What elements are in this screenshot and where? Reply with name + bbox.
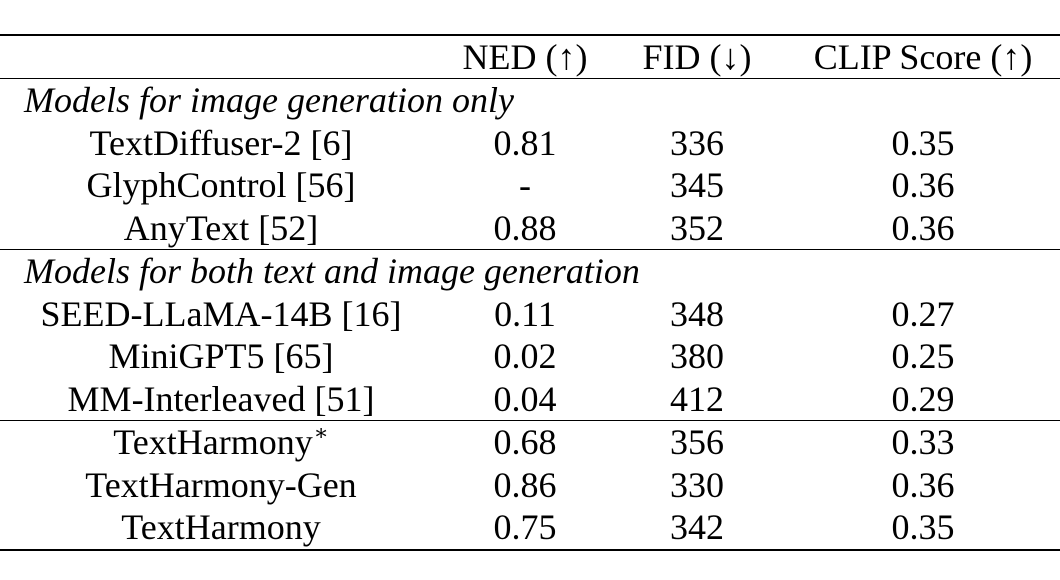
- header-ned: NED (↑): [442, 34, 608, 79]
- table-row: SEED-LLaMA-14B [16] 0.11 348 0.27: [0, 293, 1060, 336]
- fid-cell: 348: [670, 293, 724, 334]
- ned-cell: 0.88: [493, 207, 557, 248]
- clip-cell: 0.27: [891, 293, 955, 334]
- model-cell: GlyphControl [56]: [86, 165, 356, 206]
- group-header-row: Models for both text and image generatio…: [0, 249, 1060, 293]
- results-table: NED (↑) FID (↓) CLIP Score (↑) Models fo…: [0, 34, 1060, 551]
- fid-cell: 336: [670, 122, 724, 163]
- header-row: NED (↑) FID (↓) CLIP Score (↑): [0, 34, 1060, 79]
- fid-cell: 330: [670, 464, 724, 505]
- clip-cell: 0.35: [786, 506, 1060, 551]
- clip-cell: 0.36: [891, 464, 955, 505]
- clip-cell: 0.35: [891, 122, 955, 163]
- fid-cell: 352: [670, 207, 724, 248]
- model-cell: SEED-LLaMA-14B [16]: [40, 293, 402, 334]
- table-row: TextHarmony 0.75 342 0.35: [0, 506, 1060, 551]
- ned-cell: 0.04: [493, 378, 557, 419]
- table-row: TextHarmony∗ 0.68 356 0.33: [0, 420, 1060, 464]
- fid-cell: 342: [608, 506, 786, 551]
- model-cell: MM-Interleaved [51]: [67, 378, 375, 419]
- table-row: GlyphControl [56] - 345 0.36: [0, 164, 1060, 207]
- ned-cell: 0.75: [442, 506, 608, 551]
- ned-cell: 0.86: [493, 464, 557, 505]
- group-title-image-only: Models for image generation only: [24, 80, 514, 121]
- asterisk-marker: ∗: [313, 420, 329, 446]
- model-cell: TextHarmony∗: [0, 420, 442, 464]
- table-row: TextHarmony-Gen 0.86 330 0.36: [0, 464, 1060, 507]
- fid-cell: 380: [670, 336, 724, 377]
- table-row: AnyText [52] 0.88 352 0.36: [0, 207, 1060, 250]
- fid-cell: 356: [608, 420, 786, 464]
- model-cell: TextDiffuser-2 [6]: [89, 122, 353, 163]
- table-row: MM-Interleaved [51] 0.04 412 0.29: [0, 378, 1060, 421]
- clip-cell: 0.36: [891, 165, 955, 206]
- clip-cell: 0.36: [891, 207, 955, 248]
- table-row: MiniGPT5 [65] 0.02 380 0.25: [0, 335, 1060, 378]
- table-row: TextDiffuser-2 [6] 0.81 336 0.35: [0, 122, 1060, 165]
- model-name: TextHarmony: [113, 422, 313, 463]
- model-cell: TextHarmony: [0, 506, 442, 551]
- model-cell: AnyText [52]: [123, 207, 319, 248]
- ned-cell: 0.68: [442, 420, 608, 464]
- model-cell: MiniGPT5 [65]: [108, 336, 334, 377]
- clip-cell: 0.25: [891, 336, 955, 377]
- ned-cell: 0.11: [494, 293, 556, 334]
- group-header-row: Models for image generation only: [0, 79, 1060, 122]
- group-title-text-and-image: Models for both text and image generatio…: [0, 249, 1060, 293]
- header-clip: CLIP Score (↑): [786, 34, 1060, 79]
- clip-cell: 0.29: [891, 378, 955, 419]
- header-fid: FID (↓): [608, 34, 786, 79]
- fid-cell: 412: [670, 378, 724, 419]
- header-model: [0, 34, 442, 79]
- fid-cell: 345: [670, 165, 724, 206]
- ned-cell: 0.81: [493, 122, 557, 163]
- ned-cell: 0.02: [493, 336, 557, 377]
- model-cell: TextHarmony-Gen: [85, 464, 357, 505]
- clip-cell: 0.33: [786, 420, 1060, 464]
- ned-cell: -: [519, 165, 531, 206]
